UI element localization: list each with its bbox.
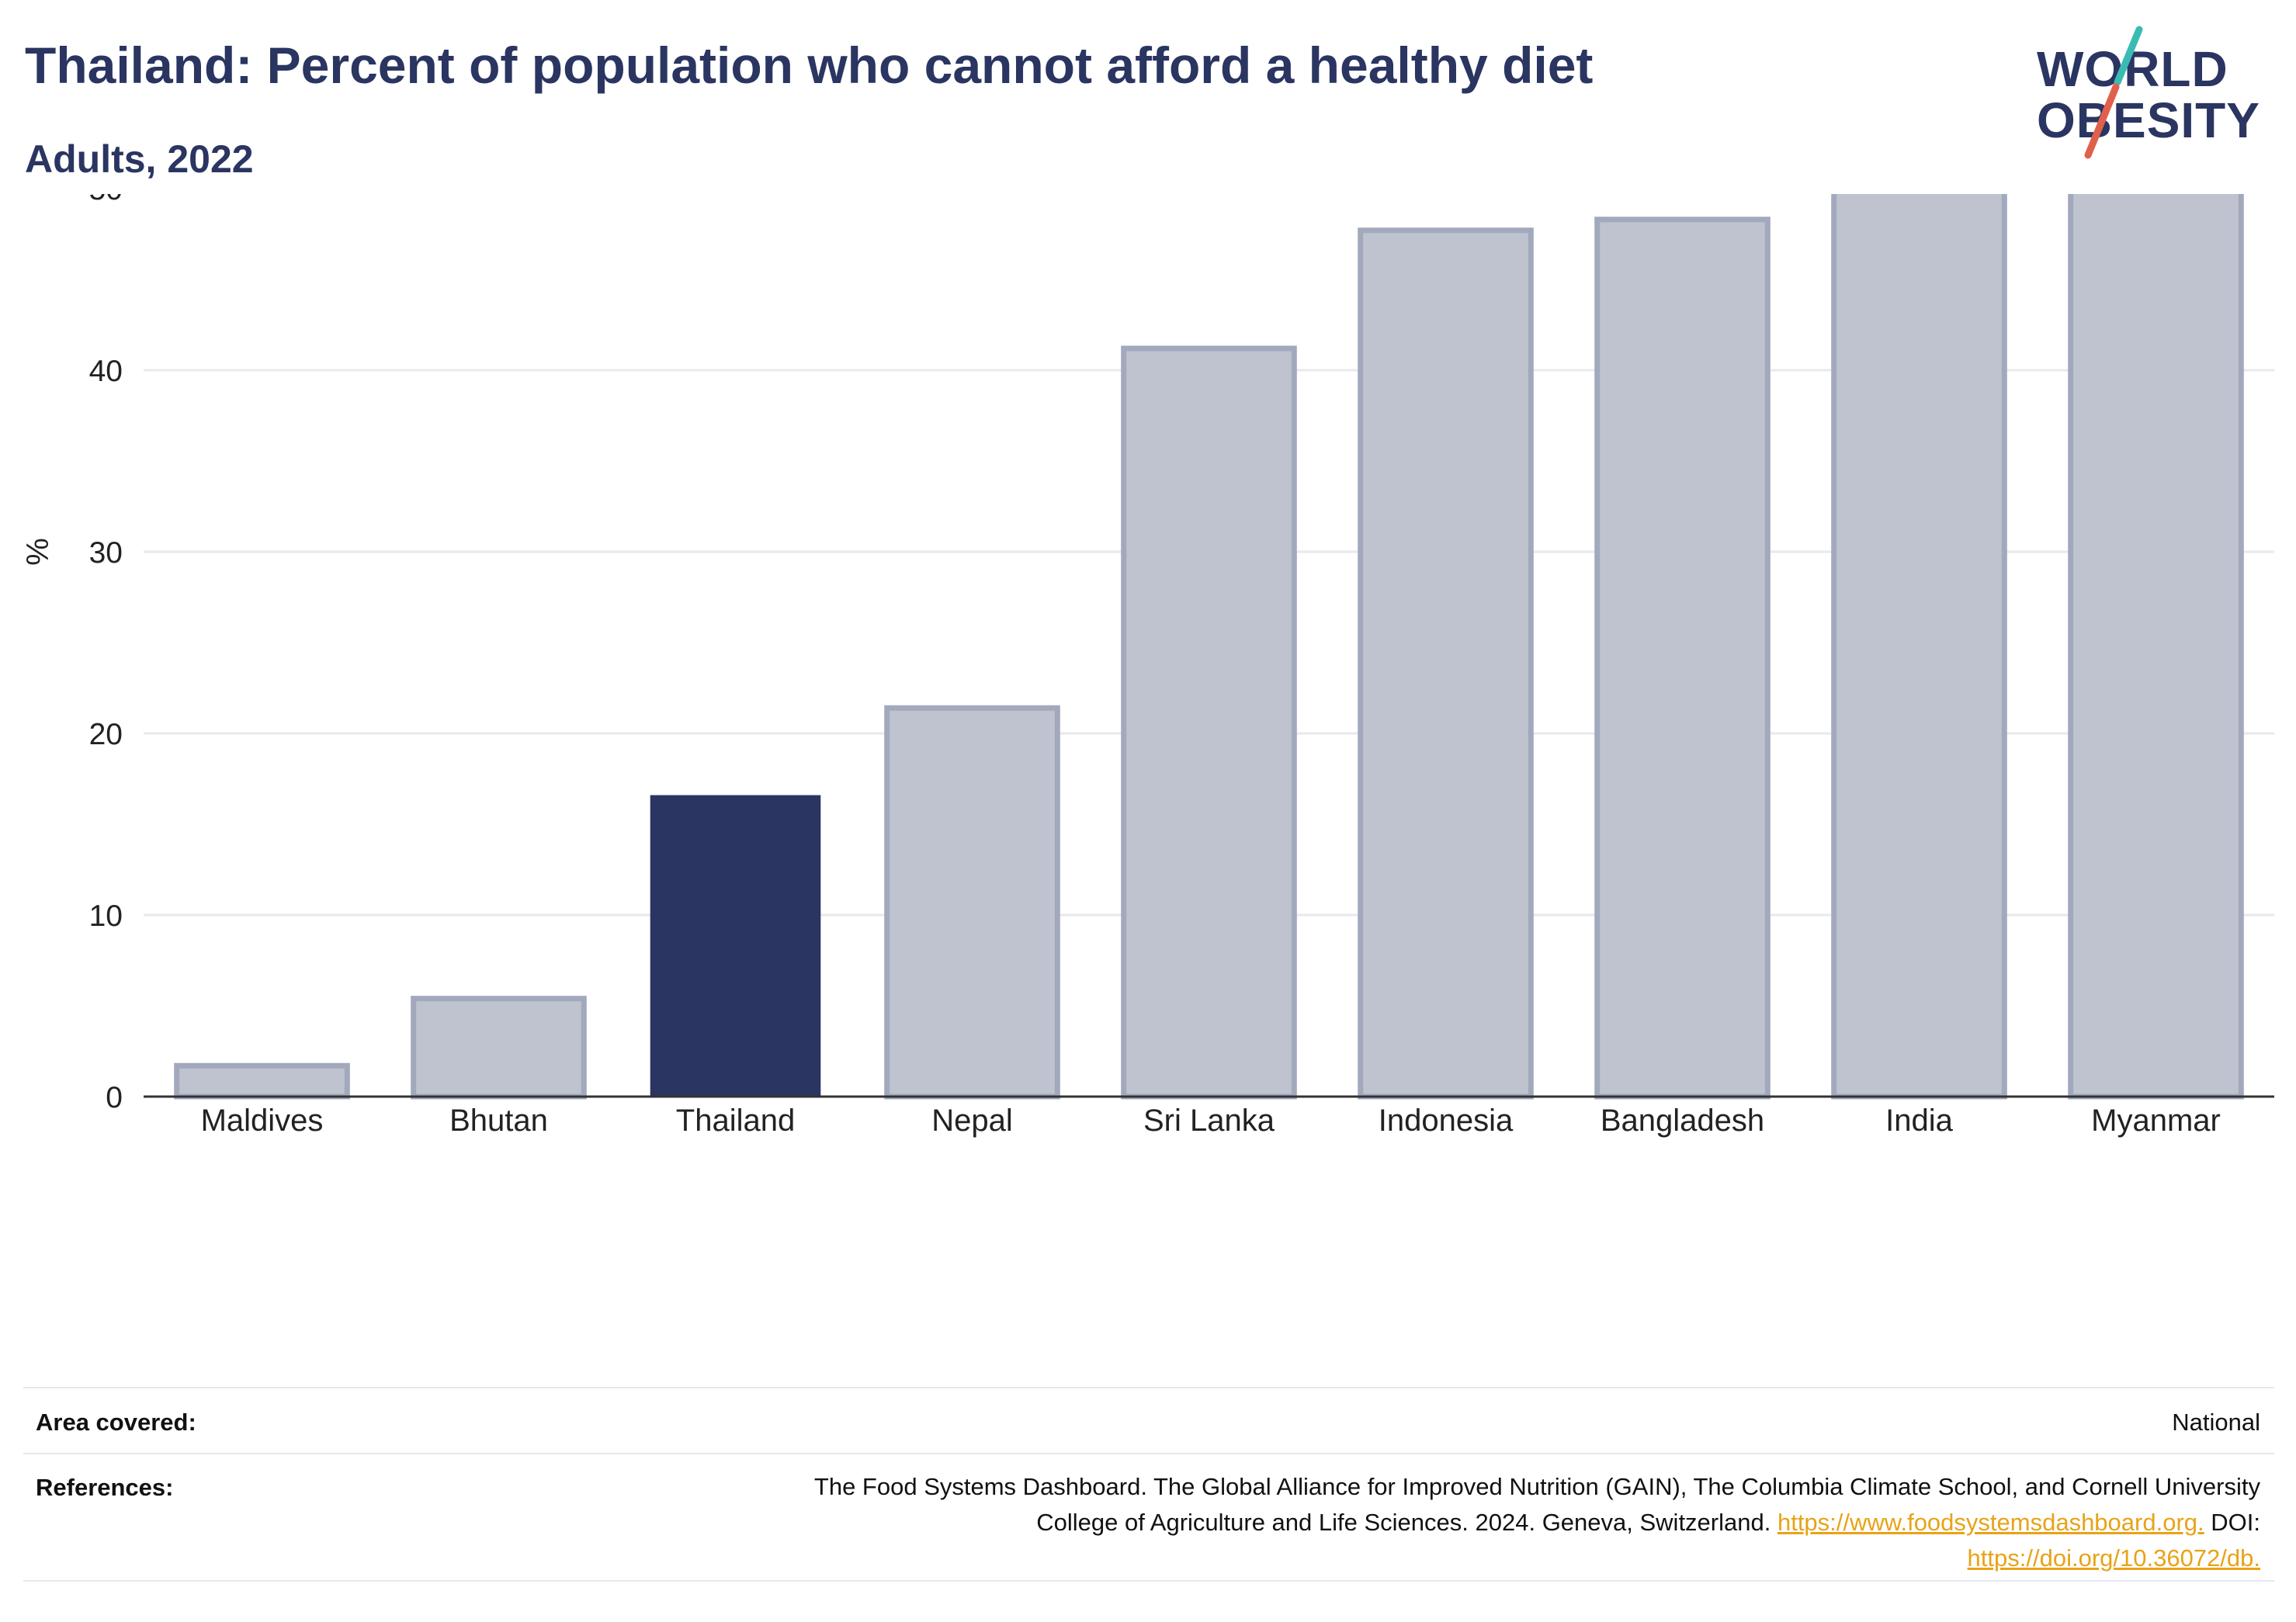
bar-myanmar [2068, 194, 2244, 1100]
foodsystems-dashboard-link[interactable]: https://www.foodsystemsdashboard.org. [1777, 1509, 2204, 1536]
category-label: Maldives [201, 1104, 324, 1138]
category-label: Indonesia [1379, 1104, 1514, 1138]
y-axis-label: % [21, 538, 55, 566]
bar-bhutan [411, 996, 587, 1100]
bar-bangladesh [1594, 217, 1771, 1100]
footer-divider-bottom [23, 1580, 2274, 1582]
references-line-1: The Food Systems Dashboard. The Global A… [813, 1473, 2260, 1500]
bars [174, 194, 2244, 1100]
category-label: Nepal [931, 1104, 1013, 1138]
category-label: Myanmar [2091, 1104, 2221, 1138]
category-label: Thailand [676, 1104, 795, 1138]
bar-chart: 0 10 20 30 40 50 Maldives Bhutan Thailand Nepal S… [21, 194, 2274, 1138]
logo-word-obesity: OBESITY [2037, 92, 2260, 148]
logo-slash-icon [2084, 26, 2143, 159]
doi-link[interactable]: https://doi.org/10.36072/db. [1967, 1544, 2260, 1572]
doi-label: DOI: [2211, 1509, 2260, 1536]
category-labels: Maldives Bhutan Thailand Nepal Sri Lanka Indo… [201, 1104, 2221, 1138]
category-label: Sri Lanka [1143, 1104, 1275, 1138]
y-tick-label: 10 [89, 899, 123, 933]
category-label: India [1885, 1104, 1953, 1138]
y-tick-label: 20 [89, 718, 123, 751]
area-covered-value: National [2172, 1409, 2260, 1436]
bar-sri-lanka [1121, 345, 1297, 1100]
bar-maldives [174, 1062, 350, 1100]
footer-divider-middle [23, 1453, 2274, 1454]
world-obesity-logo: WORLD OBESITY [2026, 23, 2282, 163]
category-label: Bhutan [449, 1104, 548, 1138]
footer-divider-top [23, 1387, 2274, 1388]
y-tick-label: 0 [106, 1081, 123, 1114]
references-line-2: College of Agriculture and Life Sciences… [1036, 1509, 1771, 1536]
y-tick-labels: 0 10 20 30 40 50 [89, 194, 123, 1114]
y-tick-label: 50 [89, 194, 123, 206]
area-covered-label: Area covered: [36, 1409, 196, 1436]
references-label: References: [36, 1474, 174, 1501]
category-label: Bangladesh [1601, 1104, 1764, 1138]
chart-title: Thailand: Percent of population who cann… [25, 36, 1594, 94]
bar-thailand [650, 795, 821, 1097]
references-text: The Food Systems Dashboard. The Global A… [475, 1469, 2260, 1576]
bar-nepal [884, 705, 1060, 1100]
bar-india [1831, 194, 2007, 1100]
bar-indonesia [1358, 227, 1534, 1100]
y-tick-label: 30 [89, 536, 123, 570]
chart-subtitle: Adults, 2022 [25, 137, 254, 181]
y-tick-label: 40 [89, 355, 123, 388]
